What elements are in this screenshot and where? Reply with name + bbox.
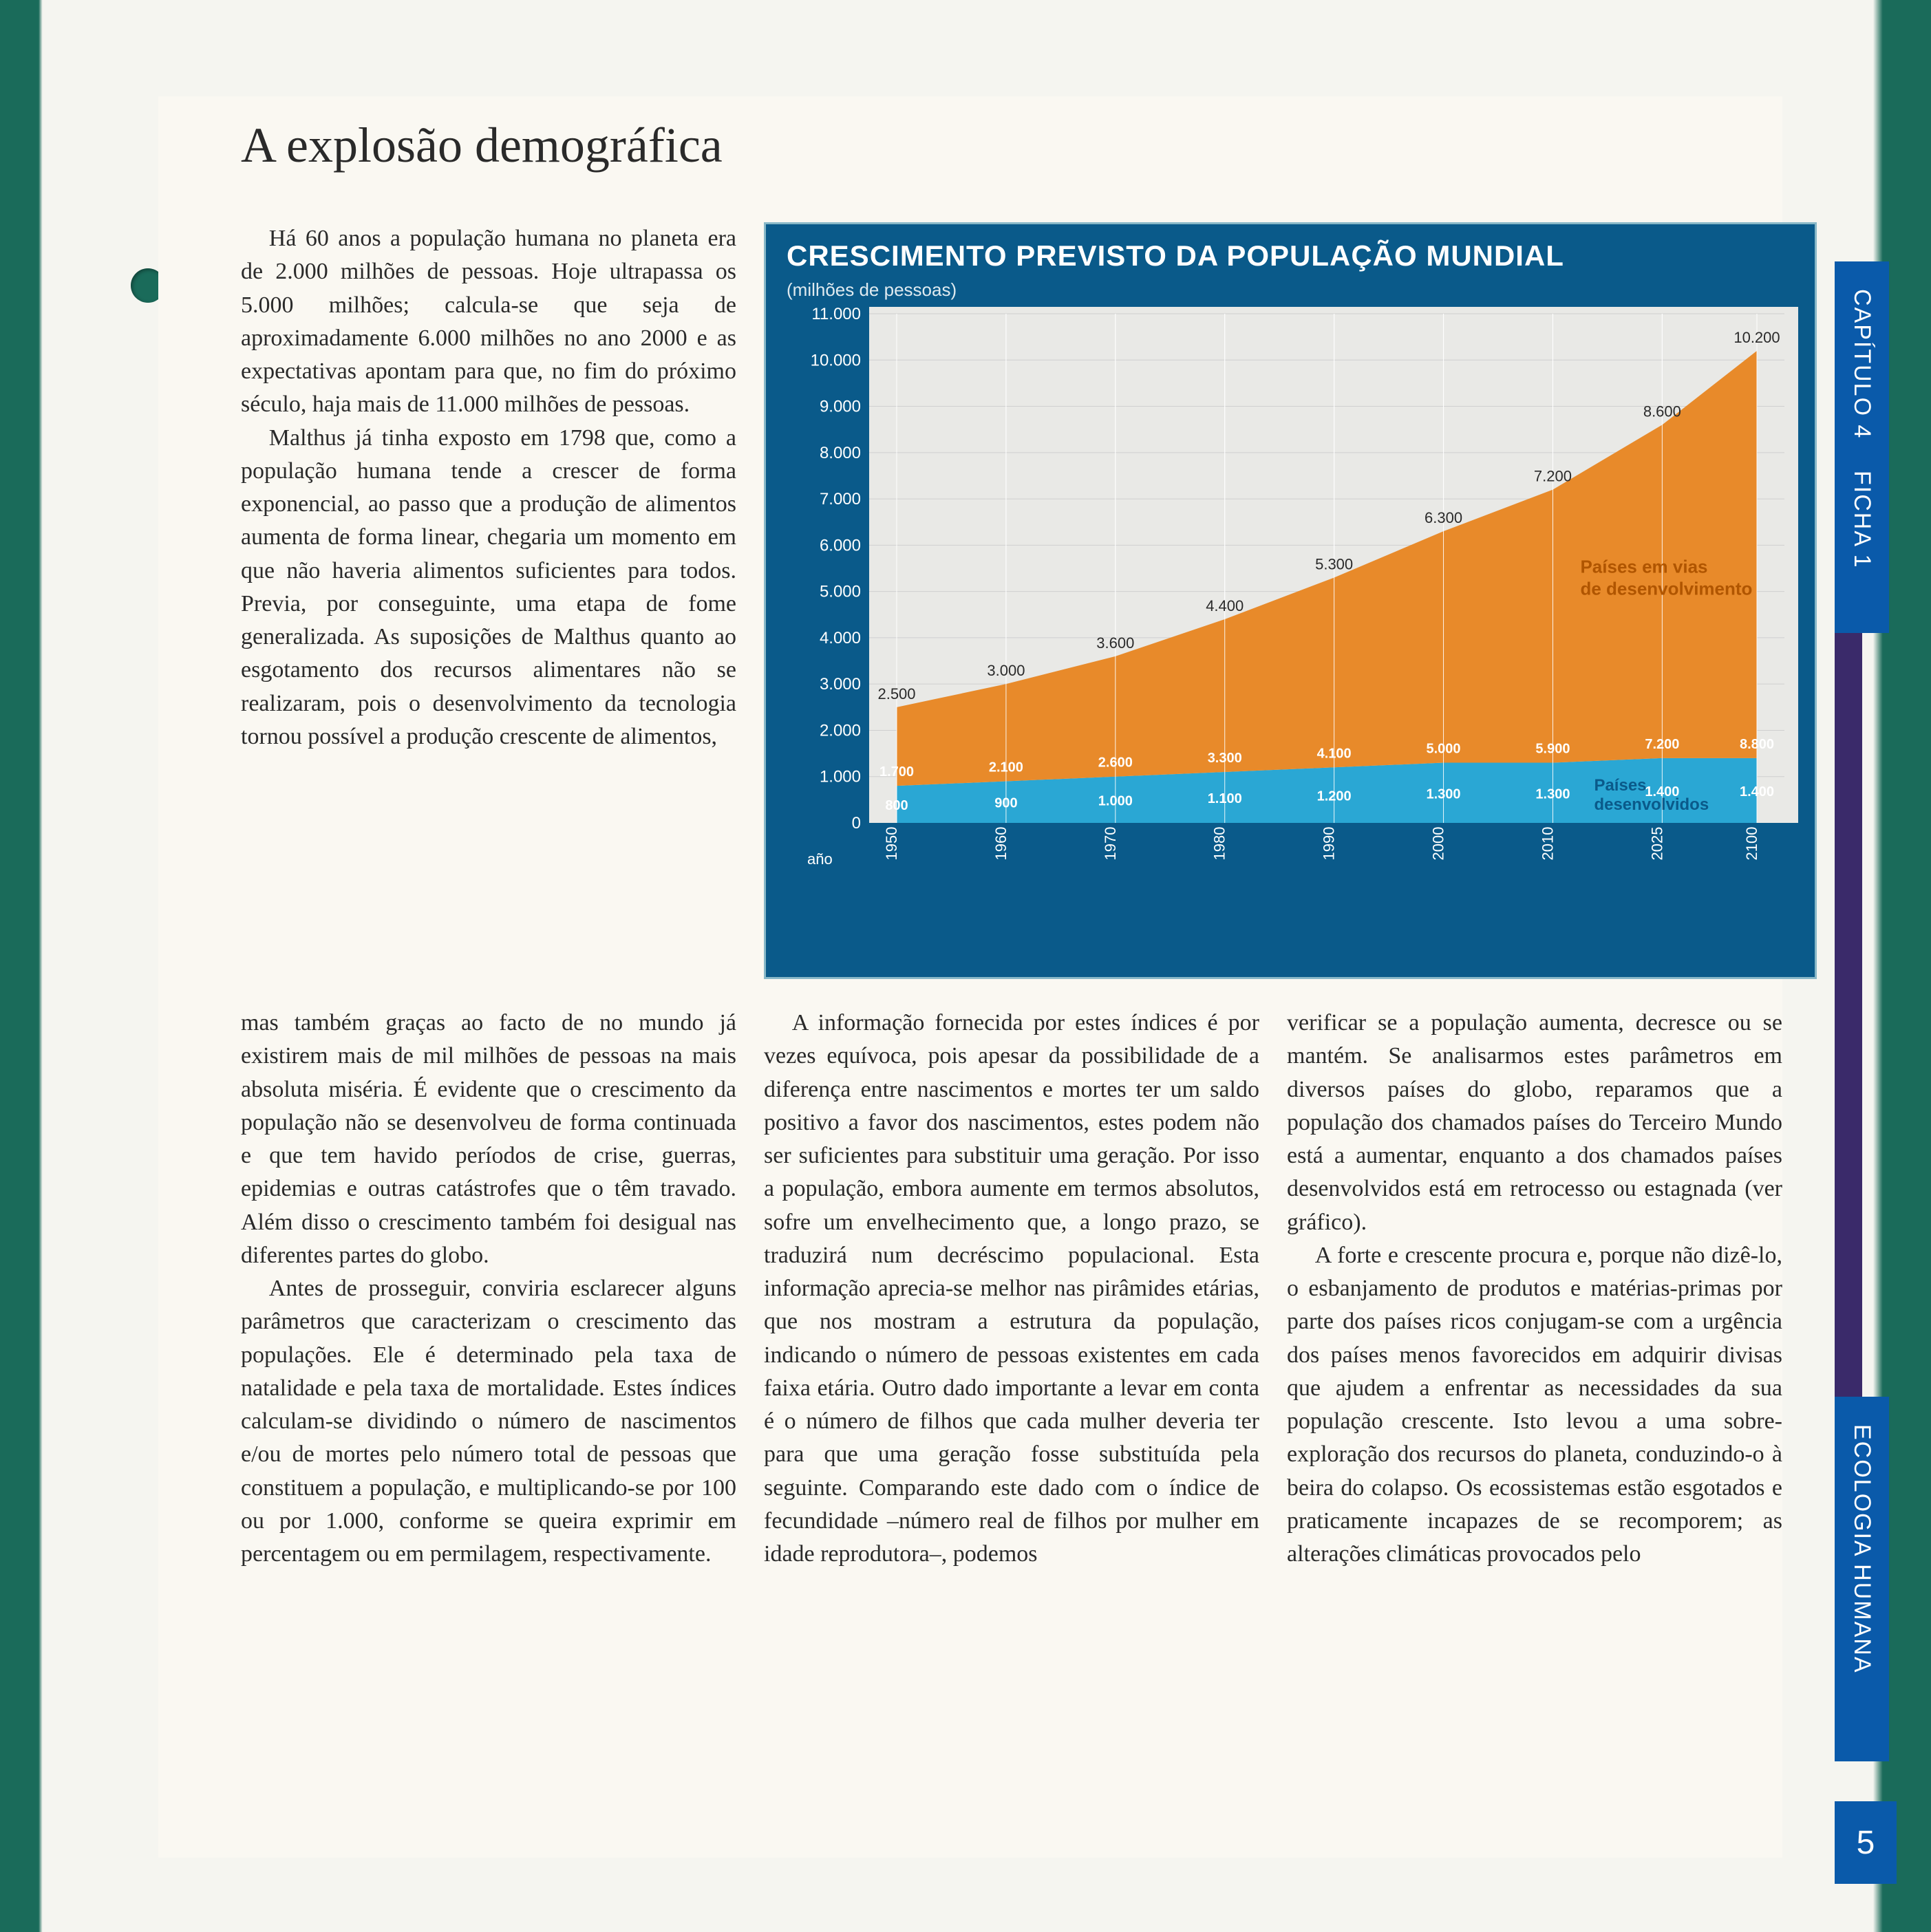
svg-text:7.200: 7.200 [1645, 737, 1679, 752]
svg-text:10.200: 10.200 [1733, 329, 1780, 346]
svg-text:1960: 1960 [992, 827, 1010, 861]
column-1: Há 60 anos a população humana no planeta… [241, 222, 736, 1007]
svg-text:2.600: 2.600 [1098, 755, 1133, 771]
chart-svg: 0 1.000 2.000 3.000 4.000 5.000 6.000 7.000 8.00… [787, 307, 1798, 905]
svg-text:de desenvolvimento: de desenvolvimento [1580, 579, 1752, 599]
svg-text:1.200: 1.200 [1317, 789, 1352, 804]
paragraph: Há 60 anos a população humana no planeta… [241, 222, 736, 422]
svg-text:Países: Países [1594, 776, 1646, 795]
svg-text:1.300: 1.300 [1535, 786, 1570, 802]
svg-text:2025: 2025 [1648, 827, 1665, 861]
svg-text:3.000: 3.000 [987, 662, 1025, 679]
column-1-cont: mas também graças ao facto de no mundo j… [241, 1007, 736, 1571]
svg-text:1.000: 1.000 [820, 768, 861, 786]
svg-text:5.900: 5.900 [1535, 742, 1570, 757]
svg-text:2.500: 2.500 [877, 685, 915, 702]
svg-text:2.100: 2.100 [989, 760, 1023, 775]
svg-text:800: 800 [885, 798, 908, 813]
svg-text:8.600: 8.600 [1643, 402, 1681, 420]
content-grid: Há 60 anos a população humana no planeta… [241, 222, 1782, 1571]
svg-text:2100: 2100 [1743, 827, 1760, 861]
svg-text:8.000: 8.000 [820, 444, 861, 462]
svg-text:6.300: 6.300 [1425, 509, 1462, 526]
svg-text:desenvolvidos: desenvolvidos [1594, 795, 1709, 814]
svg-text:4.100: 4.100 [1317, 746, 1352, 761]
svg-text:1970: 1970 [1102, 827, 1119, 861]
svg-text:0: 0 [852, 814, 861, 833]
column-2: A informação fornecida por estes índices… [764, 1007, 1259, 1571]
page-number: 5 [1835, 1801, 1897, 1884]
page-title: A explosão demográfica [241, 117, 1782, 174]
chart-plot-area: 0 1.000 2.000 3.000 4.000 5.000 6.000 7.000 8.00… [787, 307, 1798, 905]
page-body: A explosão demográfica Há 60 anos a popu… [158, 96, 1782, 1858]
svg-text:1.700: 1.700 [879, 764, 914, 780]
svg-text:1.000: 1.000 [1098, 793, 1133, 808]
svg-text:1.100: 1.100 [1208, 791, 1242, 806]
svg-text:9.000: 9.000 [820, 398, 861, 416]
svg-text:900: 900 [994, 796, 1017, 811]
svg-text:1.400: 1.400 [1740, 784, 1774, 799]
svg-text:4.400: 4.400 [1206, 597, 1244, 614]
svg-text:6.000: 6.000 [820, 536, 861, 555]
svg-text:1.300: 1.300 [1427, 786, 1461, 802]
svg-text:Países em vias: Países em vias [1580, 557, 1707, 577]
svg-text:3.000: 3.000 [820, 675, 861, 694]
svg-text:10.000: 10.000 [811, 351, 861, 369]
svg-text:1990: 1990 [1321, 827, 1338, 861]
svg-text:2000: 2000 [1430, 827, 1447, 861]
svg-text:8.800: 8.800 [1740, 737, 1774, 752]
paragraph: A informação fornecida por estes índices… [764, 1007, 1259, 1571]
paragraph: Antes de prosseguir, conviria esclarecer… [241, 1272, 736, 1571]
chart-title: CRESCIMENTO PREVISTO DA POPULAÇÃO MUNDIA… [766, 224, 1815, 279]
svg-text:5.300: 5.300 [1315, 555, 1353, 572]
svg-text:2010: 2010 [1539, 827, 1556, 861]
svg-text:4.000: 4.000 [820, 629, 861, 647]
svg-text:1980: 1980 [1211, 827, 1228, 861]
paragraph: A forte e crescente procura e, porque nã… [1287, 1239, 1782, 1571]
chart-subtitle: (milhões de pessoas) [766, 279, 1815, 301]
paragraph: verificar se a população aumenta, decres… [1287, 1007, 1782, 1239]
svg-text:11.000: 11.000 [811, 307, 861, 323]
svg-text:5.000: 5.000 [1427, 742, 1461, 757]
svg-text:3.600: 3.600 [1096, 634, 1134, 652]
svg-text:7.200: 7.200 [1534, 468, 1572, 485]
paragraph: Malthus já tinha exposto em 1798 que, co… [241, 422, 736, 754]
tab-seccao: ECOLOGIA HUMANA [1835, 1397, 1889, 1761]
paragraph-cont: mas também graças ao facto de no mundo j… [241, 1007, 736, 1272]
svg-text:7.000: 7.000 [820, 490, 861, 508]
svg-text:5.000: 5.000 [820, 583, 861, 601]
svg-text:año: año [807, 850, 833, 868]
tab-capitulo: CAPÍTULO 4 FICHA 1 [1835, 261, 1889, 633]
svg-text:2.000: 2.000 [820, 721, 861, 740]
right-block: CRESCIMENTO PREVISTO DA POPULAÇÃO MUNDIA… [764, 222, 1817, 1007]
side-tabs: CAPÍTULO 4 FICHA 1 ECOLOGIA HUMANA [1835, 261, 1897, 1844]
tab-spacer [1835, 633, 1862, 1397]
svg-text:3.300: 3.300 [1208, 751, 1242, 766]
svg-text:1950: 1950 [883, 827, 900, 861]
lower-columns: mas também graças ao facto de no mundo j… [241, 1007, 1817, 1571]
population-chart: CRESCIMENTO PREVISTO DA POPULAÇÃO MUNDIA… [764, 222, 1817, 979]
column-3: verificar se a população aumenta, decres… [1287, 1007, 1782, 1571]
